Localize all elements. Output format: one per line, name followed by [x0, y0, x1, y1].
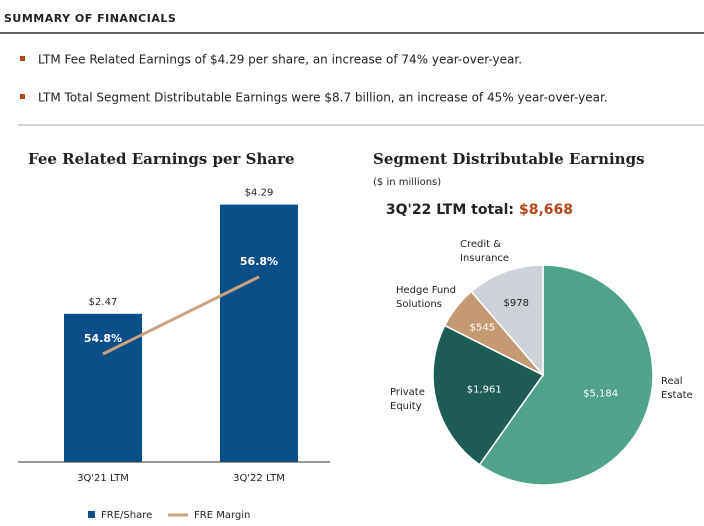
x-tick-label: 3Q'22 LTM: [233, 473, 285, 484]
data-label: $978: [504, 298, 529, 309]
section-title: SUMMARY OF FINANCIALS: [4, 12, 176, 25]
bullet: LTM Total Segment Distributable Earnings…: [38, 91, 608, 105]
pie-slice: [478, 264, 654, 486]
chart-title: Fee Related Earnings per Share: [28, 150, 295, 168]
line: [102, 275, 260, 356]
category-label: Credit & Insurance: [460, 239, 509, 264]
data-label: $2.47: [89, 297, 118, 308]
legend-label: FRE/Share: [101, 510, 152, 521]
data-label: 56.8%: [240, 255, 278, 268]
chart-title: Segment Distributable Earnings: [373, 150, 645, 168]
x-tick-label: 3Q'21 LTM: [77, 473, 129, 484]
category-label: Private Equity: [390, 387, 428, 412]
bullet-icon: [20, 56, 25, 61]
bullet-icon: [20, 94, 25, 99]
subtitle: ($ in millions): [373, 177, 441, 188]
pie-slice: [470, 264, 544, 378]
data-label: $1,961: [467, 385, 502, 396]
data-label: $4.29: [245, 188, 274, 199]
data-label: $545: [470, 323, 495, 334]
category-label: Real Estate: [661, 376, 693, 401]
legend-label: FRE Margin: [194, 510, 250, 521]
data-label: $5,184: [583, 388, 618, 399]
legend-swatch: [88, 511, 95, 518]
bar: [220, 204, 298, 462]
total: $8,668: [519, 202, 573, 218]
pie-slice: [432, 324, 545, 466]
category-label: Hedge Fund Solutions: [396, 285, 459, 310]
bullet: LTM Fee Related Earnings of $4.29 per sh…: [38, 53, 522, 67]
annotation: 3Q'22 LTM total:: [386, 202, 514, 218]
bar: [64, 313, 142, 462]
data-label: 54.8%: [84, 332, 122, 345]
